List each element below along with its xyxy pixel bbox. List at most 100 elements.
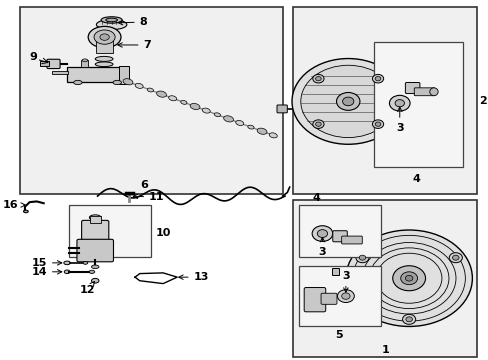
Ellipse shape — [91, 278, 99, 283]
Circle shape — [355, 253, 368, 263]
Text: 3: 3 — [318, 238, 325, 257]
Circle shape — [300, 65, 395, 138]
Circle shape — [291, 59, 404, 144]
Ellipse shape — [223, 116, 233, 122]
Text: 4: 4 — [411, 174, 419, 184]
Circle shape — [402, 314, 415, 324]
Bar — [373, 42, 462, 167]
Ellipse shape — [94, 30, 115, 44]
Ellipse shape — [135, 84, 143, 89]
Ellipse shape — [156, 91, 166, 97]
Ellipse shape — [100, 34, 109, 40]
Ellipse shape — [95, 57, 113, 62]
Text: 1: 1 — [381, 345, 389, 355]
Circle shape — [315, 77, 321, 81]
Text: 4: 4 — [312, 193, 320, 203]
Ellipse shape — [89, 215, 101, 220]
Text: 7: 7 — [118, 40, 151, 50]
Bar — [20, 7, 282, 194]
Text: 15: 15 — [32, 258, 61, 268]
Ellipse shape — [23, 210, 28, 213]
Text: 2: 2 — [478, 96, 486, 107]
Text: 9: 9 — [29, 53, 37, 63]
Ellipse shape — [257, 128, 266, 134]
FancyBboxPatch shape — [332, 231, 346, 242]
Ellipse shape — [74, 80, 82, 85]
Ellipse shape — [64, 261, 70, 265]
Ellipse shape — [105, 18, 117, 22]
Bar — [69, 205, 151, 257]
FancyBboxPatch shape — [413, 88, 434, 96]
Circle shape — [374, 122, 380, 126]
Ellipse shape — [82, 59, 87, 62]
Text: 11: 11 — [133, 192, 164, 202]
Bar — [96, 39, 113, 53]
Bar — [41, 62, 49, 66]
Circle shape — [336, 93, 359, 111]
Bar — [293, 200, 476, 357]
Bar — [119, 66, 129, 84]
Text: 12: 12 — [80, 282, 95, 296]
Ellipse shape — [214, 113, 220, 117]
Circle shape — [359, 255, 365, 260]
Circle shape — [342, 97, 353, 106]
Ellipse shape — [123, 79, 133, 85]
Text: 13: 13 — [179, 272, 208, 282]
FancyBboxPatch shape — [276, 105, 287, 113]
Ellipse shape — [247, 125, 254, 129]
FancyBboxPatch shape — [67, 67, 128, 82]
Ellipse shape — [429, 88, 437, 96]
Circle shape — [312, 120, 324, 129]
Circle shape — [372, 120, 383, 129]
Text: 8: 8 — [118, 17, 147, 27]
Circle shape — [400, 272, 417, 285]
Text: 14: 14 — [31, 267, 61, 277]
FancyBboxPatch shape — [304, 288, 325, 312]
Circle shape — [372, 75, 383, 83]
Text: 3: 3 — [395, 107, 403, 133]
Ellipse shape — [147, 88, 153, 92]
Bar — [331, 267, 338, 275]
Ellipse shape — [113, 80, 121, 85]
Circle shape — [405, 317, 411, 322]
Bar — [299, 205, 380, 257]
Circle shape — [448, 253, 462, 263]
Circle shape — [451, 255, 458, 260]
Circle shape — [315, 122, 321, 126]
FancyBboxPatch shape — [341, 236, 362, 244]
Circle shape — [312, 75, 324, 83]
Circle shape — [374, 77, 380, 81]
Ellipse shape — [101, 17, 122, 23]
Bar — [293, 7, 476, 194]
Circle shape — [337, 290, 354, 302]
Ellipse shape — [269, 133, 277, 138]
Circle shape — [317, 230, 327, 238]
FancyBboxPatch shape — [47, 59, 60, 68]
Ellipse shape — [181, 100, 186, 104]
Circle shape — [311, 226, 332, 242]
Text: 6: 6 — [140, 180, 148, 190]
Ellipse shape — [235, 121, 243, 126]
Ellipse shape — [89, 270, 95, 273]
FancyBboxPatch shape — [81, 220, 109, 244]
Ellipse shape — [91, 265, 99, 269]
FancyBboxPatch shape — [77, 239, 113, 262]
Ellipse shape — [88, 26, 121, 48]
Circle shape — [394, 100, 404, 107]
Bar — [81, 60, 88, 67]
Text: 3: 3 — [342, 271, 349, 292]
Text: 16: 16 — [2, 200, 25, 210]
Ellipse shape — [190, 103, 200, 109]
Text: 10: 10 — [156, 228, 171, 238]
Circle shape — [345, 230, 471, 327]
FancyBboxPatch shape — [321, 293, 336, 304]
Bar — [299, 266, 380, 327]
Ellipse shape — [202, 108, 210, 113]
Bar — [89, 216, 101, 223]
FancyBboxPatch shape — [405, 82, 419, 94]
Bar — [52, 71, 68, 74]
Ellipse shape — [96, 19, 126, 30]
Ellipse shape — [168, 96, 176, 101]
Circle shape — [392, 266, 425, 291]
Circle shape — [341, 293, 349, 299]
